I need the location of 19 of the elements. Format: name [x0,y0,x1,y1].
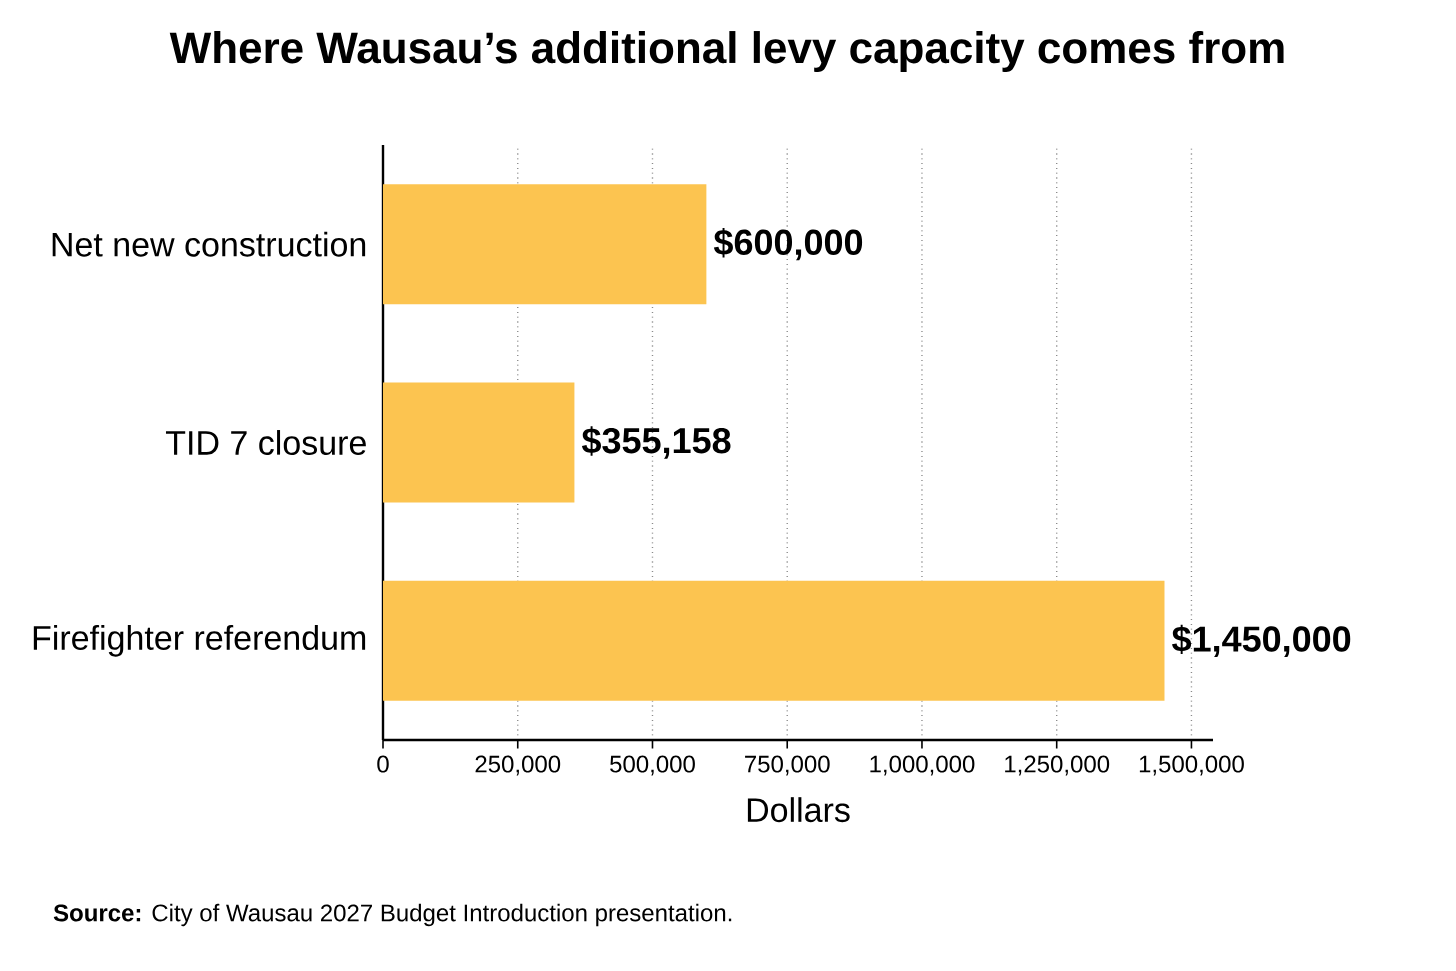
data-label: $600,000 [713,228,863,261]
x-tick-label: 0 [377,755,389,773]
y-tick-label: Net new construction [52,231,366,257]
data-label: $355,158 [581,426,731,459]
bar [383,580,1165,701]
bar [383,382,575,503]
bar [383,184,707,305]
x-tick-label: 250,000 [475,755,561,776]
x-tick-label: 1,000,000 [870,755,975,776]
y-tick-label: TID 7 closure [165,430,366,455]
x-axis-title: Dollars [747,797,850,823]
x-tick-label: 1,250,000 [1005,755,1110,776]
x-tick-label: 1,500,000 [1139,755,1244,776]
text: Source: City of Wausau 2027 Budget Introduction presentation. [53,903,732,927]
chart-title: Where Wausau’s additional levy capacity comes from [169,31,1284,73]
x-tick-label: 500,000 [610,755,695,776]
y-tick-label: Firefighter referendum [33,625,366,657]
data-label: $1,450,000 [1172,624,1351,657]
x-tick-label: 750,000 [745,755,830,776]
